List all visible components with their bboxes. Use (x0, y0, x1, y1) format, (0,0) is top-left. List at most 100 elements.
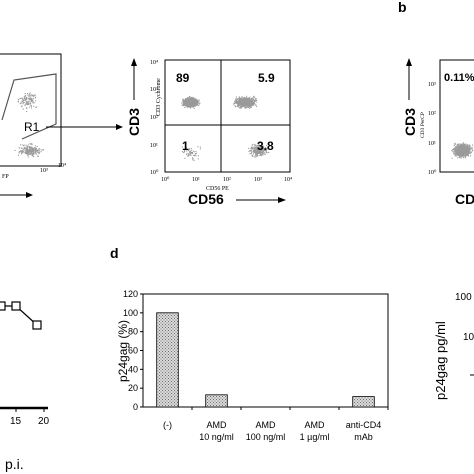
flow-event-dot (253, 147, 255, 149)
flow-event-dot (262, 146, 264, 148)
flow-event-dot (250, 146, 252, 148)
flow-event-dot (466, 146, 468, 148)
flow-event-dot (455, 148, 457, 150)
flow-event-dot (257, 148, 259, 150)
flow-event-dot (457, 151, 459, 153)
flow-event-dot (22, 150, 24, 152)
flow-event-dot (462, 155, 464, 157)
flow-event-dot (241, 100, 243, 102)
flow-event-dot (184, 99, 186, 101)
flow-event-dot (187, 106, 189, 108)
flow-event-dot (258, 145, 260, 147)
flow-event-dot (32, 155, 34, 157)
panel-d-plot-frame (142, 293, 389, 408)
flow-event-dot (456, 152, 458, 154)
flow-event-dot (32, 102, 34, 104)
flow-event-dot (22, 98, 24, 100)
flow-event-dot (190, 152, 192, 154)
flow-event-dot (30, 146, 32, 148)
flow-event-dot (245, 106, 247, 108)
flow-event-dot (452, 149, 454, 151)
flow-event-dot (262, 147, 264, 149)
flow-event-dot (253, 101, 255, 103)
flow-event-dot (248, 98, 250, 100)
gate-label: R1 (24, 120, 40, 134)
flow-event-dot (462, 144, 464, 146)
flow-event-dot (189, 101, 191, 103)
flow-event-dot (469, 152, 471, 154)
flow-event-dot (34, 94, 36, 96)
flow-event-dot (255, 156, 257, 158)
flow-event-dot (193, 107, 195, 109)
flow-event-dot (237, 98, 239, 100)
flow-event-dot (235, 99, 237, 101)
flow-event-dot (253, 151, 255, 153)
flow-event-dot (184, 148, 186, 150)
flow-event-dot (465, 146, 467, 148)
flow-event-dot (461, 150, 463, 152)
panel-e: p24gag pg/ml 100 10 (433, 292, 474, 400)
flow-event-dot (37, 151, 39, 153)
flow-event-dot (35, 150, 37, 152)
flow-event-dot (198, 105, 200, 107)
flow-event-dot (186, 99, 188, 101)
flow-event-dot (464, 147, 466, 149)
flow-event-dot (199, 102, 201, 104)
flow-event-dot (252, 155, 254, 157)
flow-event-dot (252, 143, 254, 145)
flow-event-dot (193, 105, 195, 107)
flow-event-dot (458, 147, 460, 149)
y-axis-arrow-head (131, 58, 137, 66)
flow-event-dot (25, 99, 27, 101)
flow-event-dot (30, 149, 32, 151)
flow-event-dot (237, 104, 239, 106)
flow-event-dot (258, 152, 260, 154)
flow-event-dot (256, 153, 258, 155)
flow-event-dot (32, 154, 34, 156)
flow-event-dot (38, 148, 40, 150)
flow-event-dot (461, 155, 463, 157)
flow-event-dot (253, 102, 255, 104)
flow-event-dot (254, 155, 256, 157)
flow-event-dot (254, 98, 256, 100)
flow-event-dot (191, 97, 193, 99)
flow-event-dot (463, 154, 465, 156)
flow-event-dot (253, 145, 255, 147)
flow-event-dot (236, 103, 238, 105)
flow-event-dot (253, 95, 255, 97)
flow-event-dot (250, 101, 252, 103)
flow-event-dot (30, 143, 32, 145)
flow-event-dot (257, 151, 259, 153)
flow-event-dot (246, 102, 248, 104)
flow-event-dot (190, 104, 192, 106)
flow-event-dot (250, 149, 252, 151)
flow-event-dot (192, 100, 194, 102)
flow-event-dot (28, 96, 30, 98)
flow-event-dot (252, 150, 254, 152)
flow-event-dot (251, 100, 253, 102)
flow-event-dot (19, 103, 21, 105)
flow-event-dot (29, 93, 31, 95)
flow-event-dot (186, 104, 188, 106)
flow-event-dot (463, 152, 465, 154)
panel-a-left: R1 FP 10³ 10⁴ (0, 53, 123, 198)
flow-event-dot (36, 106, 38, 108)
flow-event-dot (37, 149, 39, 151)
flow-event-dot (467, 144, 469, 146)
flow-event-dot (455, 150, 457, 152)
flow-event-dot (243, 99, 245, 101)
flow-event-dot (453, 153, 455, 155)
flow-event-dot (461, 150, 463, 152)
flow-event-dot (454, 154, 456, 156)
flow-event-dot (250, 99, 252, 101)
flow-event-dot (240, 107, 242, 109)
flow-event-dot (257, 150, 259, 152)
flow-event-dot (464, 157, 466, 159)
flow-event-dot (261, 150, 263, 152)
panel-b-quadrant-value: 0.11% (444, 72, 474, 84)
flow-event-dot (195, 98, 197, 100)
flow-event-dot (191, 100, 193, 102)
flow-event-dot (243, 104, 245, 106)
flow-event-dot (466, 144, 468, 146)
flow-event-dot (457, 152, 459, 154)
